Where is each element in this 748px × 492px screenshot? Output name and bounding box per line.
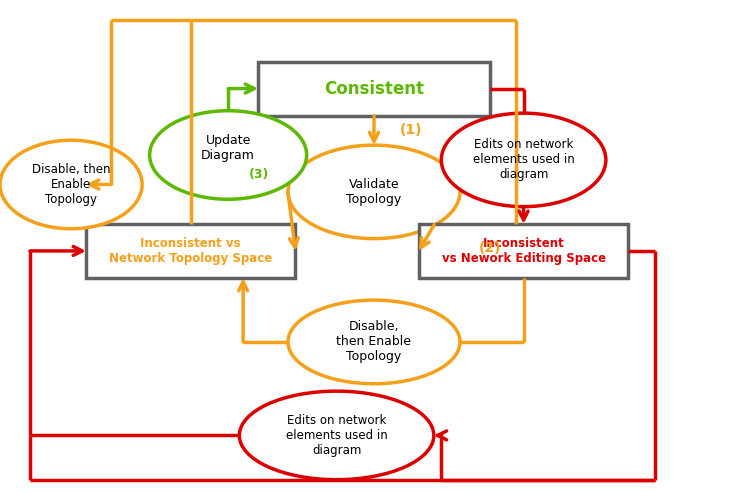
Text: (1): (1)	[400, 123, 423, 137]
Text: Consistent: Consistent	[324, 80, 424, 97]
Text: Validate
Topology: Validate Topology	[346, 178, 402, 206]
Text: Update
Diagram: Update Diagram	[201, 134, 255, 161]
Ellipse shape	[288, 145, 460, 239]
FancyBboxPatch shape	[86, 224, 295, 278]
Text: Edits on network
elements used in
diagram: Edits on network elements used in diagra…	[473, 138, 574, 182]
Ellipse shape	[288, 300, 460, 384]
Text: Inconsistent vs
Network Topology Space: Inconsistent vs Network Topology Space	[109, 237, 272, 265]
Text: Edits on network
elements used in
diagram: Edits on network elements used in diagra…	[286, 414, 387, 457]
Text: Disable,
then Enable
Topology: Disable, then Enable Topology	[337, 320, 411, 364]
Ellipse shape	[0, 140, 142, 229]
Text: (3): (3)	[249, 168, 270, 181]
FancyBboxPatch shape	[419, 224, 628, 278]
Text: (2): (2)	[479, 242, 501, 255]
Text: Disable, then
Enable
Topology: Disable, then Enable Topology	[32, 163, 110, 206]
Ellipse shape	[239, 391, 434, 480]
Ellipse shape	[150, 111, 307, 199]
FancyBboxPatch shape	[258, 62, 490, 116]
Ellipse shape	[441, 113, 606, 207]
Text: Inconsistent
vs Nework Editing Space: Inconsistent vs Nework Editing Space	[441, 237, 606, 265]
